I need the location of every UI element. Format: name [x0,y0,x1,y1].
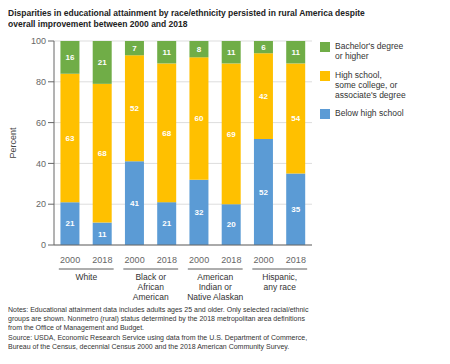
svg-text:AmericanIndian orNative Alaska: AmericanIndian orNative Alaskan [187,272,243,302]
svg-text:7: 7 [132,44,137,53]
svg-text:21: 21 [162,220,171,229]
svg-text:Percent: Percent [8,127,18,159]
svg-text:2000: 2000 [125,255,145,265]
svg-text:63: 63 [65,134,74,143]
svg-text:6: 6 [261,43,266,52]
svg-text:2018: 2018 [92,255,112,265]
svg-text:White: White [75,272,97,282]
svg-text:2018: 2018 [157,255,177,265]
html-text:High school, some college, or: High school, some college, or associate'… [335,69,406,100]
svg-text:Hispanic,any race: Hispanic,any race [262,272,297,292]
svg-text:8: 8 [197,45,202,54]
svg-text:21: 21 [65,220,74,229]
svg-text:68: 68 [162,129,171,138]
svg-text:2000: 2000 [60,255,80,265]
svg-text:16: 16 [65,53,74,62]
svg-text:11: 11 [291,48,300,57]
svg-text:2018: 2018 [221,255,241,265]
svg-text:100: 100 [31,36,46,46]
svg-text:40: 40 [36,159,46,169]
svg-text:2018: 2018 [286,255,306,265]
html-text:Bachelor's degree or higher: Bachelor's degree or higher [335,41,404,62]
svg-text:54: 54 [291,115,300,124]
svg-text:2000: 2000 [254,255,274,265]
svg-text:11: 11 [162,48,171,57]
svg-text:69: 69 [227,130,236,139]
svg-text:32: 32 [194,208,203,217]
svg-text:52: 52 [259,188,268,197]
svg-text:2000: 2000 [189,255,209,265]
html-text:Disparities in educational att: Disparities in educational attainment by… [8,8,365,29]
svg-text:20: 20 [36,200,46,210]
svg-text:60: 60 [36,118,46,128]
svg-text:41: 41 [130,199,139,208]
svg-text:20: 20 [227,221,236,230]
svg-text:11: 11 [98,230,107,239]
html-text:Below high school: Below high school [335,108,404,119]
svg-text:21: 21 [98,59,107,68]
svg-text:52: 52 [130,104,139,113]
svg-text:80: 80 [36,77,46,87]
svg-text:35: 35 [291,205,300,214]
svg-text:68: 68 [98,149,107,158]
svg-text:42: 42 [259,92,268,101]
svg-text:Black orAfricanAmerican: Black orAfricanAmerican [133,272,169,302]
html-text:Notes: Educational attainment: Notes: Educational attainment data inclu… [8,306,309,350]
svg-text:11: 11 [227,48,236,57]
svg-text:60: 60 [194,115,203,124]
svg-text:0: 0 [41,240,46,250]
